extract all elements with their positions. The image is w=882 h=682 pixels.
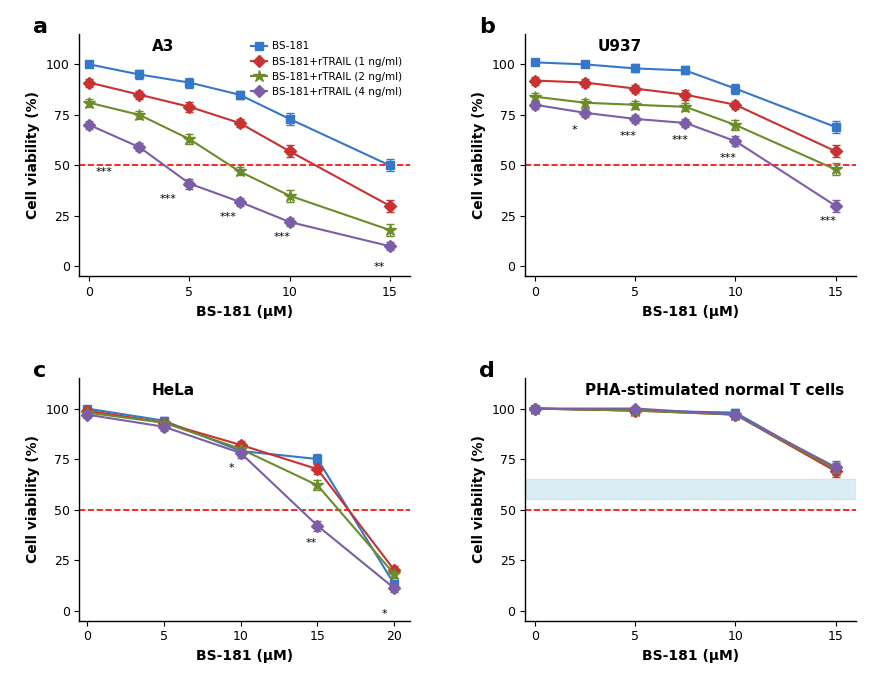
Text: *: * — [228, 463, 234, 473]
Text: A3: A3 — [152, 39, 175, 54]
Text: HeLa: HeLa — [152, 383, 195, 398]
Text: ***: *** — [160, 194, 176, 204]
X-axis label: BS-181 (μM): BS-181 (μM) — [642, 649, 739, 663]
Y-axis label: Cell viability (%): Cell viability (%) — [26, 435, 41, 563]
Text: ***: *** — [671, 135, 688, 145]
Text: c: c — [34, 361, 47, 381]
Legend: BS-181, BS-181+rTRAIL (1 ng/ml), BS-181+rTRAIL (2 ng/ml), BS-181+rTRAIL (4 ng/ml: BS-181, BS-181+rTRAIL (1 ng/ml), BS-181+… — [247, 38, 407, 101]
X-axis label: BS-181 (μM): BS-181 (μM) — [196, 305, 293, 318]
Text: PHA-stimulated normal T cells: PHA-stimulated normal T cells — [585, 383, 844, 398]
Text: b: b — [479, 17, 495, 37]
Text: U937: U937 — [598, 39, 642, 54]
Text: **: ** — [305, 538, 317, 548]
Text: *: * — [572, 125, 577, 135]
X-axis label: BS-181 (μM): BS-181 (μM) — [196, 649, 293, 663]
Text: ***: *** — [819, 216, 836, 226]
Y-axis label: Cell viability (%): Cell viability (%) — [26, 91, 41, 220]
Y-axis label: Cell viability (%): Cell viability (%) — [472, 435, 486, 563]
Text: ***: *** — [720, 153, 736, 164]
Text: ***: *** — [220, 212, 236, 222]
Text: **: ** — [374, 263, 385, 272]
Y-axis label: Cell viability (%): Cell viability (%) — [472, 91, 486, 220]
Text: a: a — [34, 17, 49, 37]
X-axis label: BS-181 (μM): BS-181 (μM) — [642, 305, 739, 318]
Bar — [526, 479, 856, 499]
Text: ***: *** — [619, 131, 636, 141]
Text: *: * — [382, 608, 387, 619]
Text: ***: *** — [273, 232, 290, 242]
Text: d: d — [479, 361, 495, 381]
Text: ***: *** — [95, 168, 112, 177]
